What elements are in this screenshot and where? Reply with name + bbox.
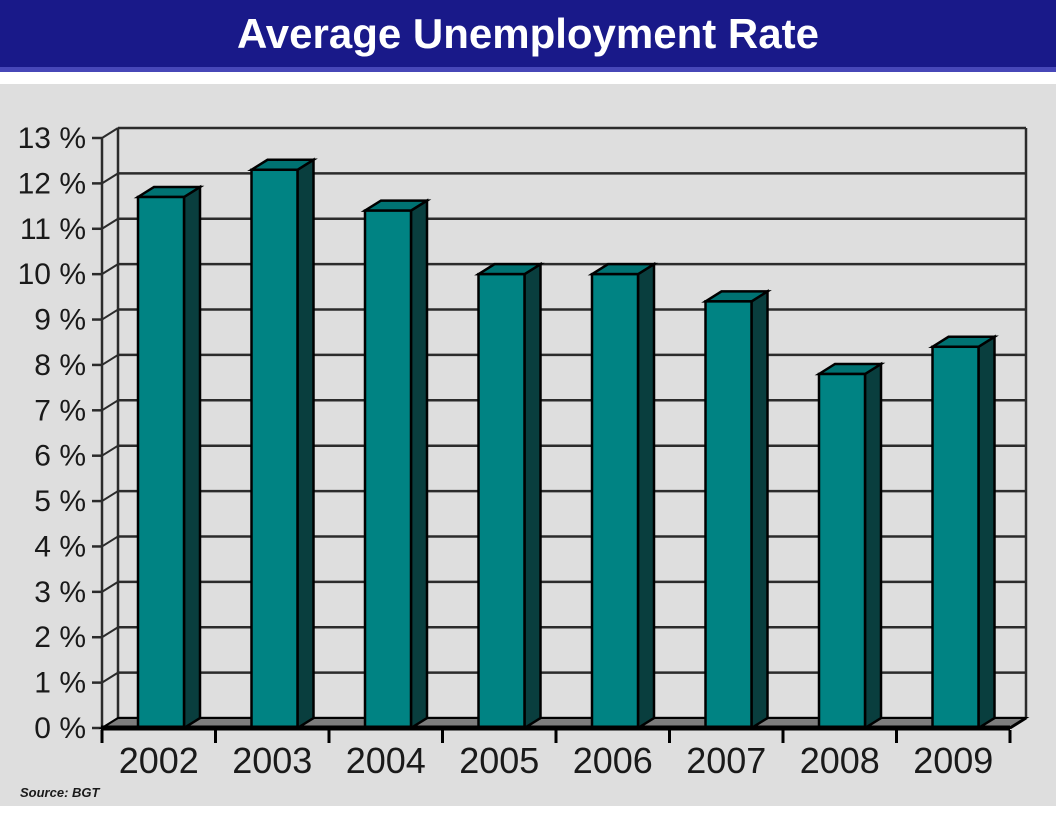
bar-side-face — [296, 157, 315, 731]
y-axis-label: 13 % — [18, 122, 86, 155]
y-axis-label: 10 % — [18, 258, 86, 291]
axis-depth-connector — [101, 172, 119, 185]
axis-depth-connector — [101, 535, 119, 548]
bar-2003 — [247, 157, 318, 731]
bar-side-face — [523, 261, 542, 731]
y-axis-label: 0 % — [34, 712, 86, 745]
axis-depth-connector — [101, 263, 119, 276]
axis-depth-connector — [101, 217, 119, 230]
bar-2005 — [474, 261, 545, 731]
axis-depth-connector — [101, 444, 119, 457]
x-axis-label-2009: 2009 — [913, 740, 993, 781]
axis-depth-connector — [101, 490, 119, 502]
y-axis-label: 6 % — [34, 440, 86, 473]
x-axis-depth-edge — [1009, 716, 1027, 730]
y-axis-label: 3 % — [34, 576, 86, 609]
bar-front-face — [477, 272, 526, 730]
x-axis-label-2004: 2004 — [346, 740, 426, 781]
y-axis-label: 8 % — [34, 349, 86, 382]
x-axis-label-2003: 2003 — [232, 740, 312, 781]
bar-front-face — [931, 345, 980, 730]
bar-side-face — [636, 261, 656, 731]
y-axis-label: 2 % — [34, 621, 86, 654]
bar-2007 — [701, 289, 772, 731]
y-axis-label: 12 % — [18, 167, 86, 200]
axis-depth-connector — [101, 671, 119, 684]
bar-2008 — [814, 361, 886, 731]
bar-2009 — [928, 334, 999, 731]
bar-front-face — [363, 209, 413, 730]
x-axis-label-2007: 2007 — [686, 740, 766, 781]
axis-depth-connector — [101, 626, 119, 639]
y-axis-label: 5 % — [34, 485, 86, 518]
bar-front-face — [817, 372, 867, 730]
axis-depth-connector — [101, 580, 119, 593]
bar-side-face — [409, 198, 429, 731]
y-axis-label: 7 % — [34, 394, 86, 427]
axis-depth-connector — [101, 127, 119, 139]
bar-2004 — [360, 198, 432, 731]
x-axis-label-2002: 2002 — [119, 740, 199, 781]
chart-title: Average Unemployment Rate — [237, 9, 819, 57]
y-axis-label: 11 % — [20, 213, 86, 246]
chart-title-bar: Average Unemployment Rate — [0, 0, 1056, 72]
bar-side-face — [863, 361, 883, 731]
bar-front-face — [704, 300, 753, 730]
source-note: Source: BGT — [20, 785, 100, 800]
x-axis-label-2005: 2005 — [459, 740, 539, 781]
y-axis-label: 1 % — [34, 667, 86, 700]
bar-2002 — [133, 184, 205, 731]
axis-depth-connector — [101, 354, 119, 366]
bar-front-face — [136, 195, 186, 730]
x-axis-label-2008: 2008 — [800, 740, 880, 781]
axis-depth-connector — [101, 399, 119, 412]
bar-front-face — [250, 168, 299, 730]
bar-front-face — [590, 272, 640, 730]
bar-side-face — [182, 184, 202, 731]
y-axis-label: 4 % — [34, 530, 86, 563]
y-axis-label: 9 % — [34, 304, 86, 337]
bar-2006 — [587, 261, 659, 731]
axis-depth-connector — [101, 308, 119, 321]
bar-side-face — [977, 334, 996, 731]
bar-side-face — [750, 289, 769, 731]
x-axis-label-2006: 2006 — [573, 740, 653, 781]
